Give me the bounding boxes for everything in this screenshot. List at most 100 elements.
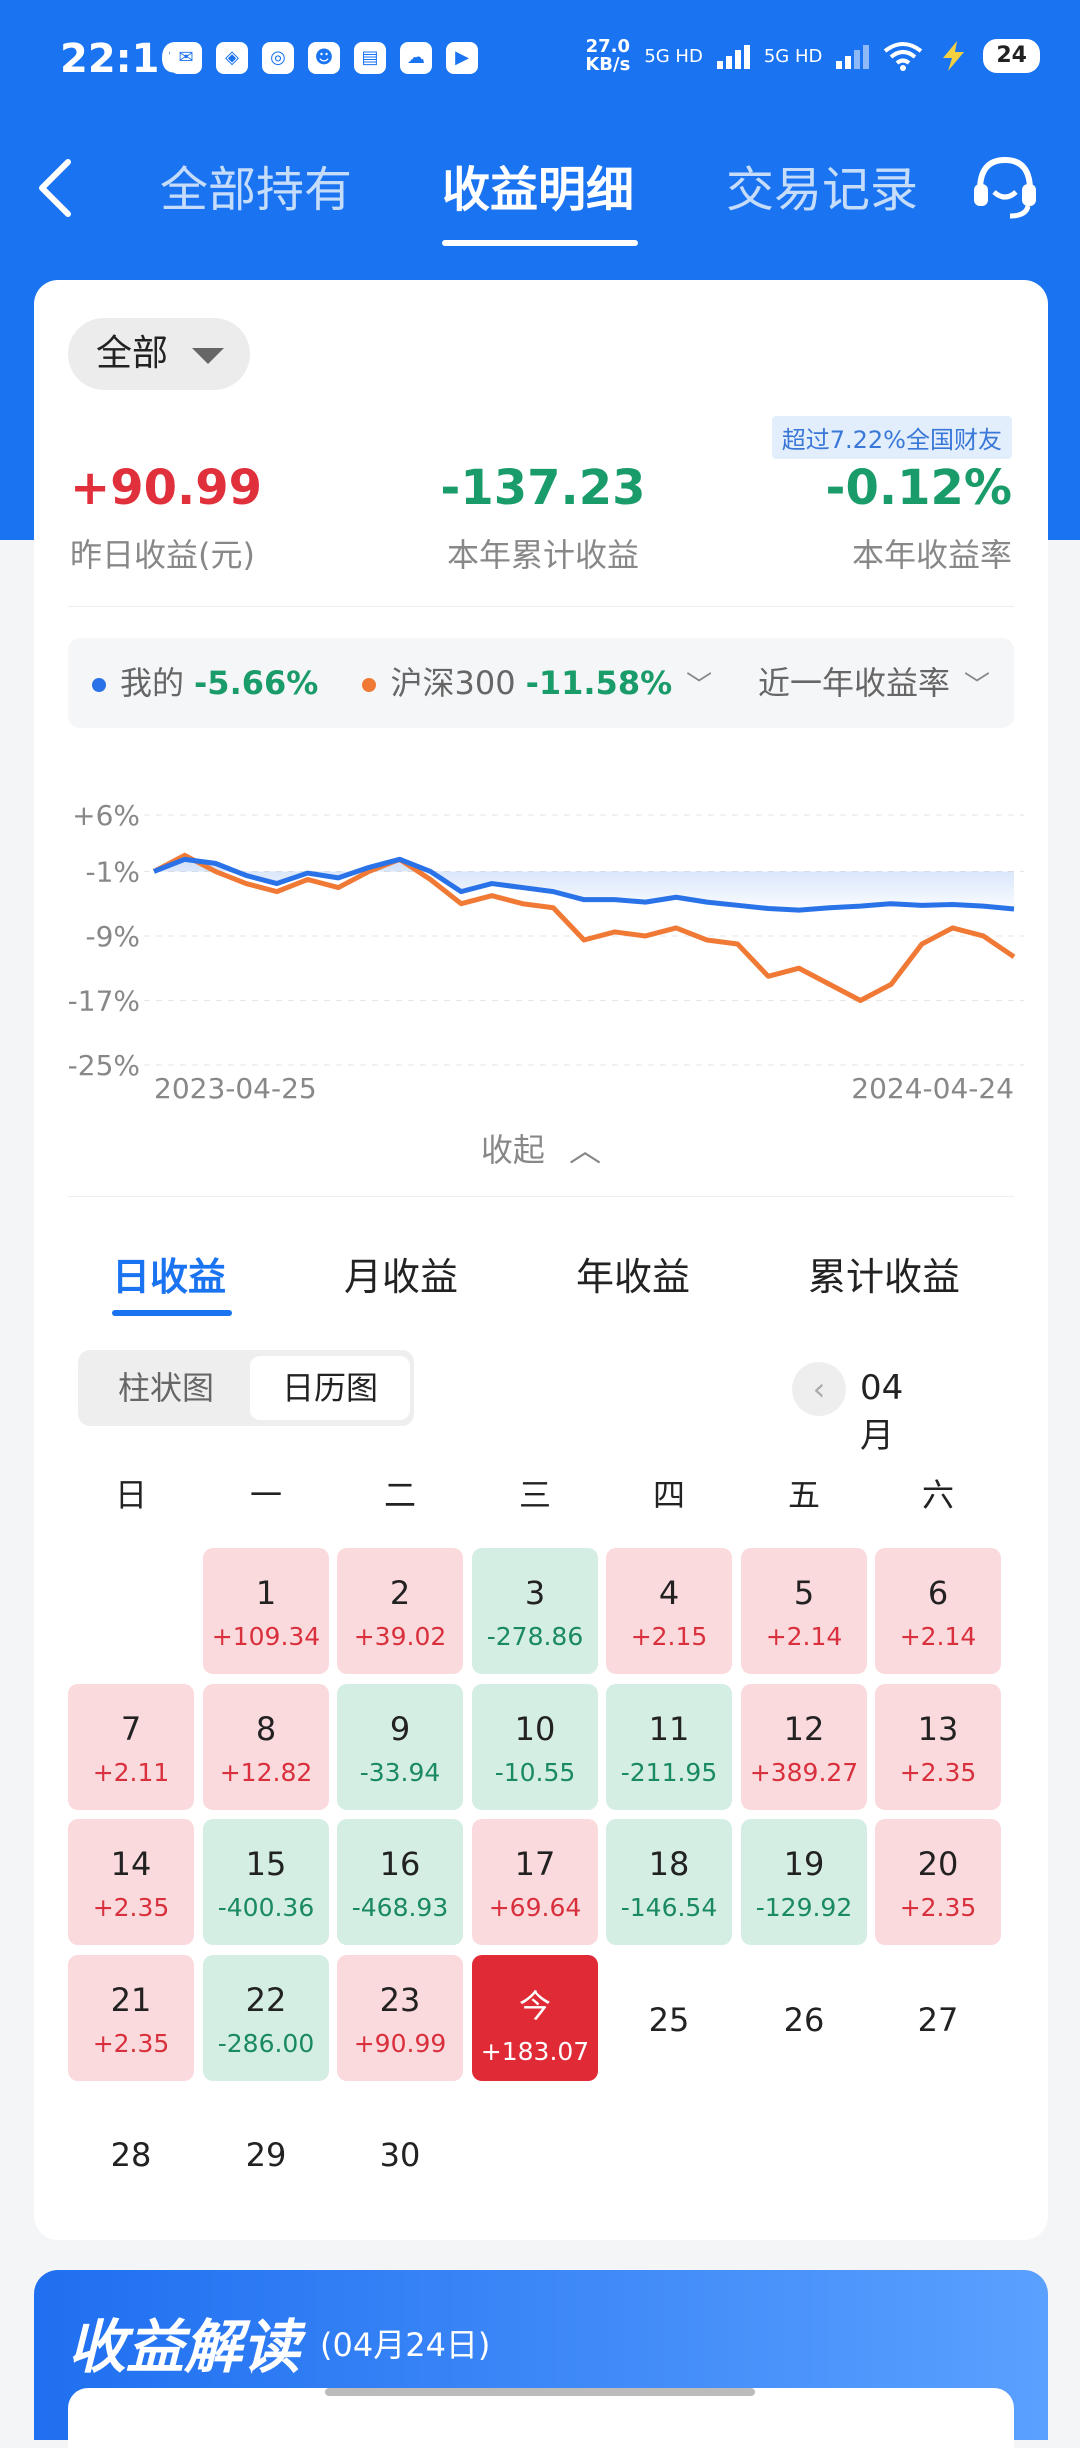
collapse-chart-button[interactable]: 收起 ︿	[480, 1131, 602, 1169]
calendar-day-today[interactable]: 今 +183.07	[472, 1955, 598, 2081]
calendar-day[interactable]: 1 +109.34	[203, 1548, 329, 1674]
day-pnl: +389.27	[749, 1758, 859, 1787]
day-pnl: -400.36	[217, 1893, 315, 1922]
network-speed: 27.0 KB/s	[585, 36, 631, 75]
holding-filter-dropdown[interactable]: 全部	[68, 318, 250, 390]
tab-cumulative-earnings[interactable]: 累计收益	[808, 1255, 961, 1299]
day-number: 30	[379, 2136, 421, 2174]
day-number: 25	[648, 2001, 690, 2039]
day-number: 23	[379, 1981, 421, 2019]
calendar-day[interactable]: 19 -129.92	[741, 1819, 867, 1945]
calendar-day[interactable]: 4 +2.15	[606, 1548, 732, 1674]
y-tick-label: -17%	[68, 984, 140, 1017]
earnings-interpretation-banner[interactable]: 收益解读 (04月24日)	[34, 2270, 1048, 2448]
calendar-day[interactable]: 14 +2.35	[68, 1819, 194, 1945]
calendar-day[interactable]: 18 -146.54	[606, 1819, 732, 1945]
calendar-day[interactable]: 8 +12.82	[203, 1684, 329, 1810]
interpretation-content-top	[68, 2388, 1014, 2448]
day-number: 13	[917, 1710, 959, 1748]
day-number: 3	[524, 1574, 546, 1612]
day-pnl: +2.11	[92, 1758, 170, 1787]
charging-bolt-icon	[943, 41, 965, 71]
back-icon[interactable]	[36, 158, 76, 233]
period-selector[interactable]: 近一年收益率 ﹀	[757, 664, 990, 702]
calendar-day[interactable]: 11 -211.95	[606, 1684, 732, 1810]
legend-mine: 我的 -5.66%	[92, 664, 328, 702]
calendar-day[interactable]: 5 +2.14	[741, 1548, 867, 1674]
calendar-day[interactable]: 27	[875, 1955, 1001, 2081]
day-number: 8	[255, 1710, 277, 1748]
calendar-day[interactable]: 30	[337, 2090, 463, 2216]
calendar-day[interactable]: 13 +2.35	[875, 1684, 1001, 1810]
legend-index-selector[interactable]: 沪深300 -11.58% ﹀	[362, 664, 712, 702]
active-tab-underline	[442, 240, 638, 246]
year-cumulative-earnings: -137.23 本年累计收益	[440, 460, 646, 574]
interpretation-title: 收益解读	[68, 2313, 301, 2381]
network-label-2: 5G HD	[763, 45, 823, 67]
calendar-day[interactable]: 10 -10.55	[472, 1684, 598, 1810]
calendar-day[interactable]: 3 -278.86	[472, 1548, 598, 1674]
calendar-day[interactable]: 25	[606, 1955, 732, 2081]
mine-series-line	[153, 856, 1015, 913]
calendar-day[interactable]: 7 +2.11	[68, 1684, 194, 1810]
day-number: 28	[110, 2136, 152, 2174]
calendar-day[interactable]: 15 -400.36	[203, 1819, 329, 1945]
day-number: 26	[783, 2001, 825, 2039]
y-tick-label: -25%	[68, 1049, 140, 1082]
orange-dot-icon	[362, 678, 377, 692]
day-pnl: -10.55	[494, 1758, 576, 1787]
customer-service-icon[interactable]	[970, 152, 1040, 222]
day-number: 2	[389, 1574, 411, 1612]
weekday: 五	[787, 1476, 820, 1514]
day-pnl: +183.07	[480, 2037, 590, 2066]
day-pnl: -146.54	[620, 1893, 718, 1922]
current-month: 04月	[860, 1368, 904, 1456]
calendar-day[interactable]: 21 +2.35	[68, 1955, 194, 2081]
calendar-day[interactable]: 6 +2.14	[875, 1548, 1001, 1674]
calendar-day[interactable]: 2 +39.02	[337, 1548, 463, 1674]
divider	[68, 606, 1014, 607]
bar-chart-view-button[interactable]: 柱状图	[117, 1369, 214, 1407]
shield-app-icon: ◈	[216, 42, 248, 74]
message-app-icon: ✉	[170, 42, 202, 74]
status-bar: 22:16 ✉ ◈ ◎ ☻ ▤ ☁ ▶ 27.0 KB/s 5G HD 5G H…	[0, 0, 1080, 120]
tab-monthly-earnings[interactable]: 月收益	[344, 1255, 459, 1299]
tab-daily-earnings[interactable]: 日收益	[112, 1255, 227, 1299]
calendar-day[interactable]: 23 +90.99	[337, 1955, 463, 2081]
day-number: 21	[110, 1981, 152, 2019]
day-number: 16	[379, 1845, 421, 1883]
day-number: 11	[648, 1710, 690, 1748]
calendar-day[interactable]: 12 +389.27	[741, 1684, 867, 1810]
home-indicator[interactable]	[325, 2388, 755, 2396]
calendar-day[interactable]: 29	[203, 2090, 329, 2216]
day-number: 17	[514, 1845, 556, 1883]
calendar-day[interactable]: 9 -33.94	[337, 1684, 463, 1810]
calendar-day[interactable]: 17 +69.64	[472, 1819, 598, 1945]
cloud-app-icon: ☁	[400, 42, 432, 74]
calendar-day[interactable]: 26	[741, 1955, 867, 2081]
calendar-day[interactable]: 20 +2.35	[875, 1819, 1001, 1945]
day-pnl: +2.35	[899, 1758, 977, 1787]
day-number: 27	[917, 2001, 959, 2039]
chevron-down-icon: ﹀	[686, 671, 713, 701]
calendar-day[interactable]: 22 -286.00	[203, 1955, 329, 2081]
day-pnl: +2.35	[92, 1893, 170, 1922]
weekday: 三	[518, 1476, 551, 1514]
x-tick-label: 2024-04-24	[851, 1072, 1014, 1100]
calendar-day[interactable]: 16 -468.93	[337, 1819, 463, 1945]
chevron-left-icon: ‹	[812, 1370, 826, 1408]
tab-earnings-detail[interactable]: 收益明细	[442, 162, 635, 218]
day-pnl: -129.92	[755, 1893, 853, 1922]
yesterday-earnings: +90.99 昨日收益(元)	[70, 460, 263, 574]
network-label-1: 5G HD	[644, 45, 703, 67]
prev-month-button[interactable]: ‹	[792, 1362, 846, 1416]
day-pnl: -468.93	[351, 1893, 449, 1922]
tab-yearly-earnings[interactable]: 年收益	[576, 1255, 691, 1299]
calendar-view-button[interactable]: 日历图	[250, 1356, 410, 1420]
wifi-icon	[884, 42, 923, 71]
calendar-day[interactable]: 28	[68, 2090, 194, 2216]
tab-all-holdings[interactable]: 全部持有	[160, 162, 353, 218]
earnings-card: 全部 超过7.22%全国财友 +90.99 昨日收益(元) -137.23 本年…	[34, 280, 1048, 2240]
y-tick-label: -9%	[85, 920, 140, 953]
tab-transaction-records[interactable]: 交易记录	[726, 162, 919, 218]
